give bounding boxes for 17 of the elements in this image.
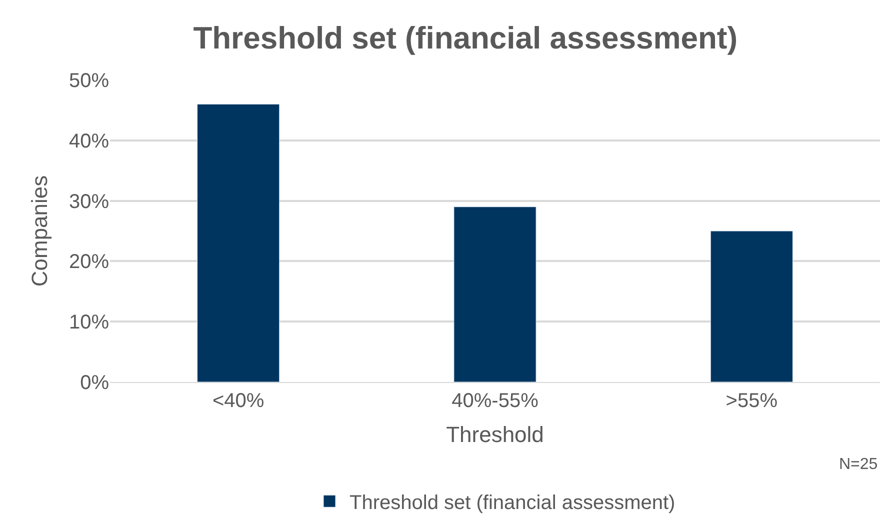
y-tick-label: 40% [68,130,110,152]
y-tick-label: 50% [68,70,110,92]
y-tick-label: 0% [80,372,110,394]
x-tick-label: <40% [212,390,264,412]
chart-title: Threshold set (financial assessment) [193,20,738,56]
x-tick-label: >55% [726,390,778,412]
text: N=25 [839,456,878,473]
bar [710,230,793,382]
bar [197,104,280,382]
y-tick-label: 30% [68,190,110,213]
x-axis-title: Threshold [446,422,544,447]
x-tick-label: 40%-55% [452,390,539,412]
y-tick-label: 20% [68,251,110,274]
bar [454,206,536,382]
y-axis-title: Companies [26,175,52,287]
y-tick-label: 10% [68,312,110,334]
legend-label: Threshold set (financial assessment) [350,492,676,514]
